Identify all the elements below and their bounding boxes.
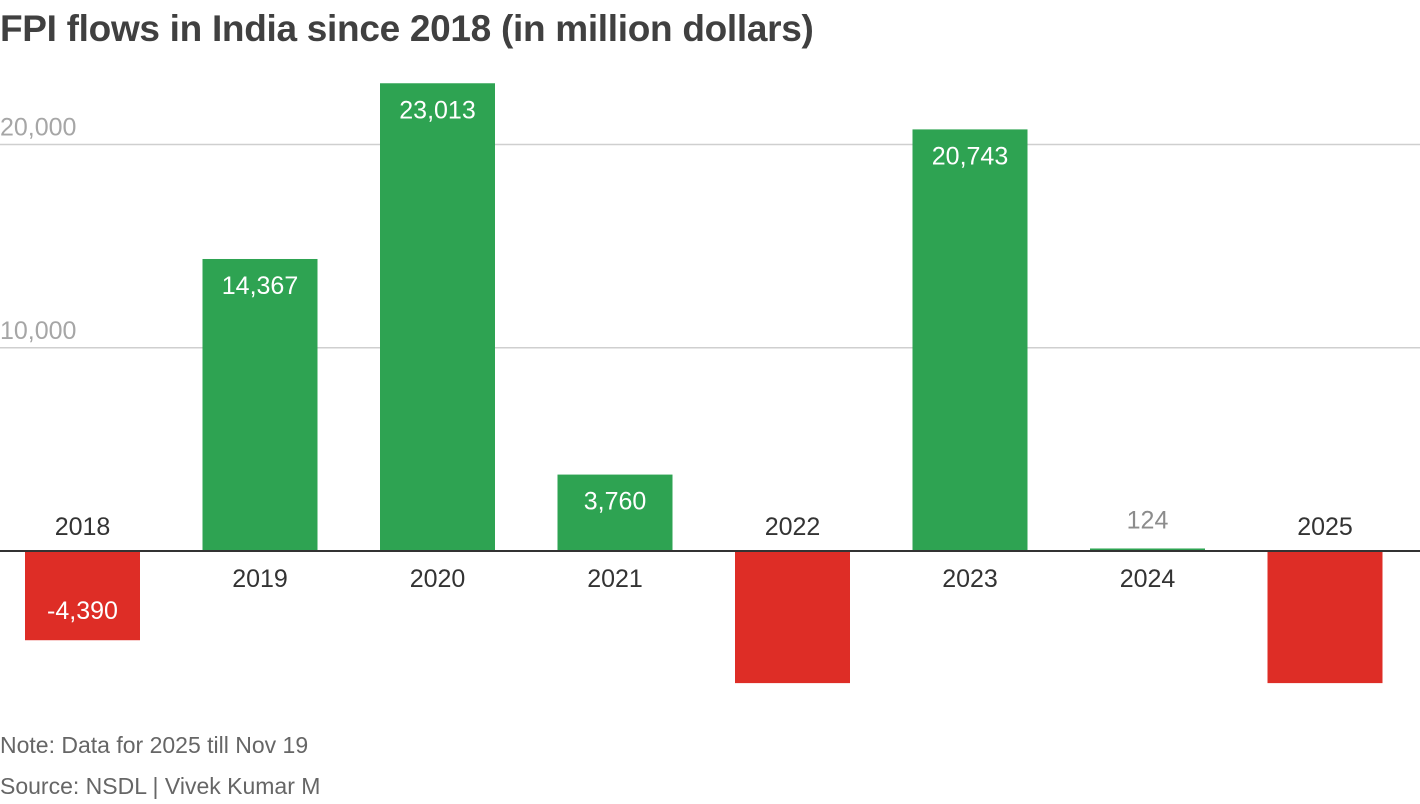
bar-2018 — [25, 551, 140, 641]
data-label-2020: 23,013 — [399, 96, 475, 124]
bar-2022 — [735, 551, 850, 684]
x-tick-label-2023: 2023 — [942, 565, 998, 593]
chart-title: FPI flows in India since 2018 (in millio… — [0, 8, 814, 49]
x-tick-label-2018: 2018 — [55, 513, 111, 541]
y-tick-label-20-000: 20,000 — [0, 114, 76, 142]
x-tick-label-2025: 2025 — [1297, 513, 1353, 541]
bar-chart: 10,000 20,000 2018 -4,390 2019 14,367 2020 23,0… — [0, 83, 1420, 684]
data-label-2023: 20,743 — [932, 142, 1008, 170]
bars — [25, 83, 1383, 684]
x-tick-label-2021: 2021 — [587, 565, 643, 593]
data-label-2019: 14,367 — [222, 272, 298, 300]
labels: 10,000 20,000 2018 -4,390 2019 14,367 2020 23,0… — [0, 96, 1420, 625]
bar-2024 — [1090, 548, 1205, 551]
y-tick-label-10-000: 10,000 — [0, 317, 76, 345]
x-tick-label-2020: 2020 — [410, 565, 466, 593]
bar-2023 — [912, 129, 1028, 551]
bar-2025 — [1267, 551, 1383, 684]
bar-2020 — [380, 83, 495, 551]
chart-source: Source: NSDL | Vivek Kumar M — [0, 773, 321, 799]
x-tick-label-2024: 2024 — [1120, 565, 1176, 593]
bar-2019 — [202, 258, 318, 551]
x-tick-label-2022: 2022 — [765, 513, 821, 541]
data-label-2018: -4,390 — [47, 597, 118, 625]
data-label-2024: 124 — [1127, 506, 1169, 534]
chart-note: Note: Data for 2025 till Nov 19 — [0, 732, 309, 758]
bar-2021 — [557, 474, 673, 551]
data-label-2021: 3,760 — [584, 488, 647, 516]
x-tick-label-2019: 2019 — [232, 565, 288, 593]
